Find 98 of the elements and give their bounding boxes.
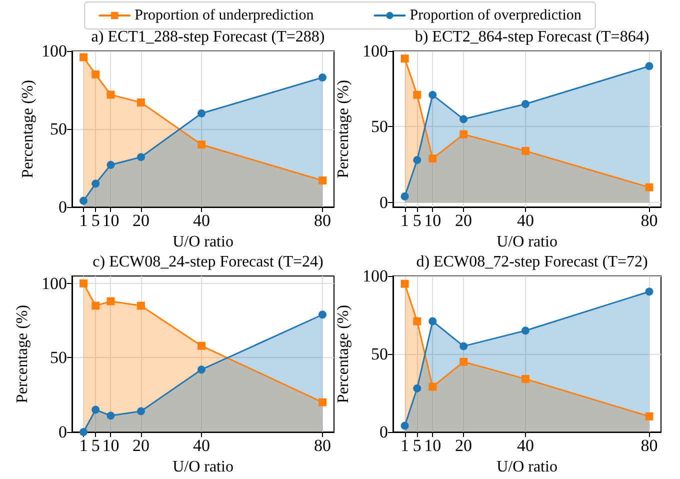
- x-tick-label: 1: [79, 436, 88, 455]
- x-tick-label: 10: [424, 436, 442, 455]
- x-tick-label: 10: [102, 436, 120, 455]
- y-tick-label: 100: [362, 42, 388, 60]
- point: [460, 115, 468, 124]
- point: [428, 382, 437, 391]
- point: [79, 279, 88, 288]
- x-tick-label: 20: [132, 436, 150, 455]
- y-tick-label: 0: [58, 198, 67, 216]
- x-tick-label: 20: [132, 211, 150, 230]
- point: [400, 54, 409, 63]
- point: [413, 90, 422, 99]
- point: [318, 74, 327, 82]
- y-tick-label: 0: [380, 422, 388, 442]
- y-tick-label: 50: [371, 344, 388, 364]
- y-tick-label: 50: [50, 348, 67, 368]
- x-tick-label: 1: [79, 211, 88, 230]
- y-tick-label: 0: [58, 422, 67, 442]
- x-axis-title: U/O ratio: [172, 233, 234, 250]
- y-tick-label: 100: [42, 42, 67, 60]
- point: [645, 288, 654, 296]
- point: [521, 326, 530, 335]
- point: [136, 302, 145, 310]
- chart-title: b) ECT2_864-step Forecast (T=864): [414, 28, 650, 46]
- point: [197, 342, 206, 350]
- point: [460, 342, 468, 350]
- point: [106, 90, 115, 99]
- point: [428, 317, 437, 326]
- y-axis-title: Percentage (%): [335, 304, 352, 404]
- point: [460, 358, 468, 366]
- x-tick-label: 1: [400, 211, 410, 230]
- chart-title: c) ECW08_24-step Forecast (T=24): [92, 254, 324, 270]
- point: [413, 317, 422, 326]
- point: [80, 196, 88, 205]
- point: [645, 183, 654, 192]
- x-tick-label: 20: [455, 211, 472, 230]
- x-tick-label: 20: [455, 436, 472, 455]
- y-tick-label: 100: [362, 266, 388, 286]
- point: [400, 422, 409, 430]
- x-tick-label: 80: [640, 211, 658, 230]
- x-tick-label: 40: [516, 211, 534, 230]
- point: [521, 374, 530, 383]
- point: [413, 156, 422, 164]
- point: [428, 154, 437, 163]
- point: [318, 176, 327, 184]
- y-axis-title: Percentage (%): [20, 80, 36, 178]
- x-tick-label: 40: [192, 211, 210, 230]
- y-axis-title: Percentage (%): [335, 80, 352, 178]
- point: [521, 100, 530, 108]
- legend-label: Proportion of overprediction: [410, 8, 582, 24]
- point: [400, 280, 409, 288]
- point: [197, 366, 206, 374]
- point: [318, 398, 327, 406]
- x-tick-label: 80: [640, 436, 658, 455]
- point: [413, 384, 422, 392]
- point: [460, 130, 468, 138]
- x-tick-label: 5: [91, 211, 100, 230]
- point: [645, 412, 654, 420]
- x-tick-label: 5: [412, 436, 422, 455]
- legend-label: Proportion of underprediction: [134, 8, 314, 24]
- point: [106, 412, 115, 420]
- x-tick-label: 5: [91, 436, 100, 455]
- y-tick-label: 50: [50, 120, 67, 138]
- point: [92, 406, 100, 414]
- x-tick-label: 80: [314, 211, 332, 230]
- chart-title: a) ECT1_288-step Forecast (T=288): [91, 28, 325, 46]
- point: [106, 160, 115, 169]
- x-axis-title: U/O ratio: [496, 233, 558, 250]
- y-tick-label: 50: [371, 117, 388, 136]
- x-tick-label: 10: [102, 211, 120, 230]
- point: [428, 90, 437, 99]
- x-tick-label: 10: [424, 211, 442, 230]
- x-tick-label: 1: [400, 436, 410, 455]
- point: [521, 146, 530, 155]
- point: [136, 98, 145, 106]
- point: [92, 302, 100, 310]
- x-tick-label: 5: [412, 211, 422, 230]
- x-tick-label: 40: [516, 436, 534, 455]
- point: [92, 180, 100, 188]
- point: [645, 62, 654, 70]
- point: [197, 109, 206, 118]
- x-axis-title: U/O ratio: [172, 458, 234, 476]
- x-tick-label: 40: [192, 436, 210, 455]
- point: [197, 140, 206, 149]
- point: [106, 297, 115, 306]
- x-tick-label: 80: [314, 436, 332, 455]
- point: [136, 153, 145, 162]
- point: [136, 407, 145, 416]
- point: [400, 192, 409, 200]
- x-axis-title: U/O ratio: [496, 458, 558, 476]
- point: [79, 53, 88, 62]
- y-tick-label: 100: [42, 274, 67, 293]
- point: [80, 428, 88, 436]
- point: [92, 70, 100, 78]
- y-axis-title: Percentage (%): [14, 304, 32, 404]
- chart-title: d) ECW08_72-step Forecast (T=72): [416, 254, 648, 270]
- y-tick-label: 0: [380, 192, 388, 212]
- point: [318, 310, 327, 319]
